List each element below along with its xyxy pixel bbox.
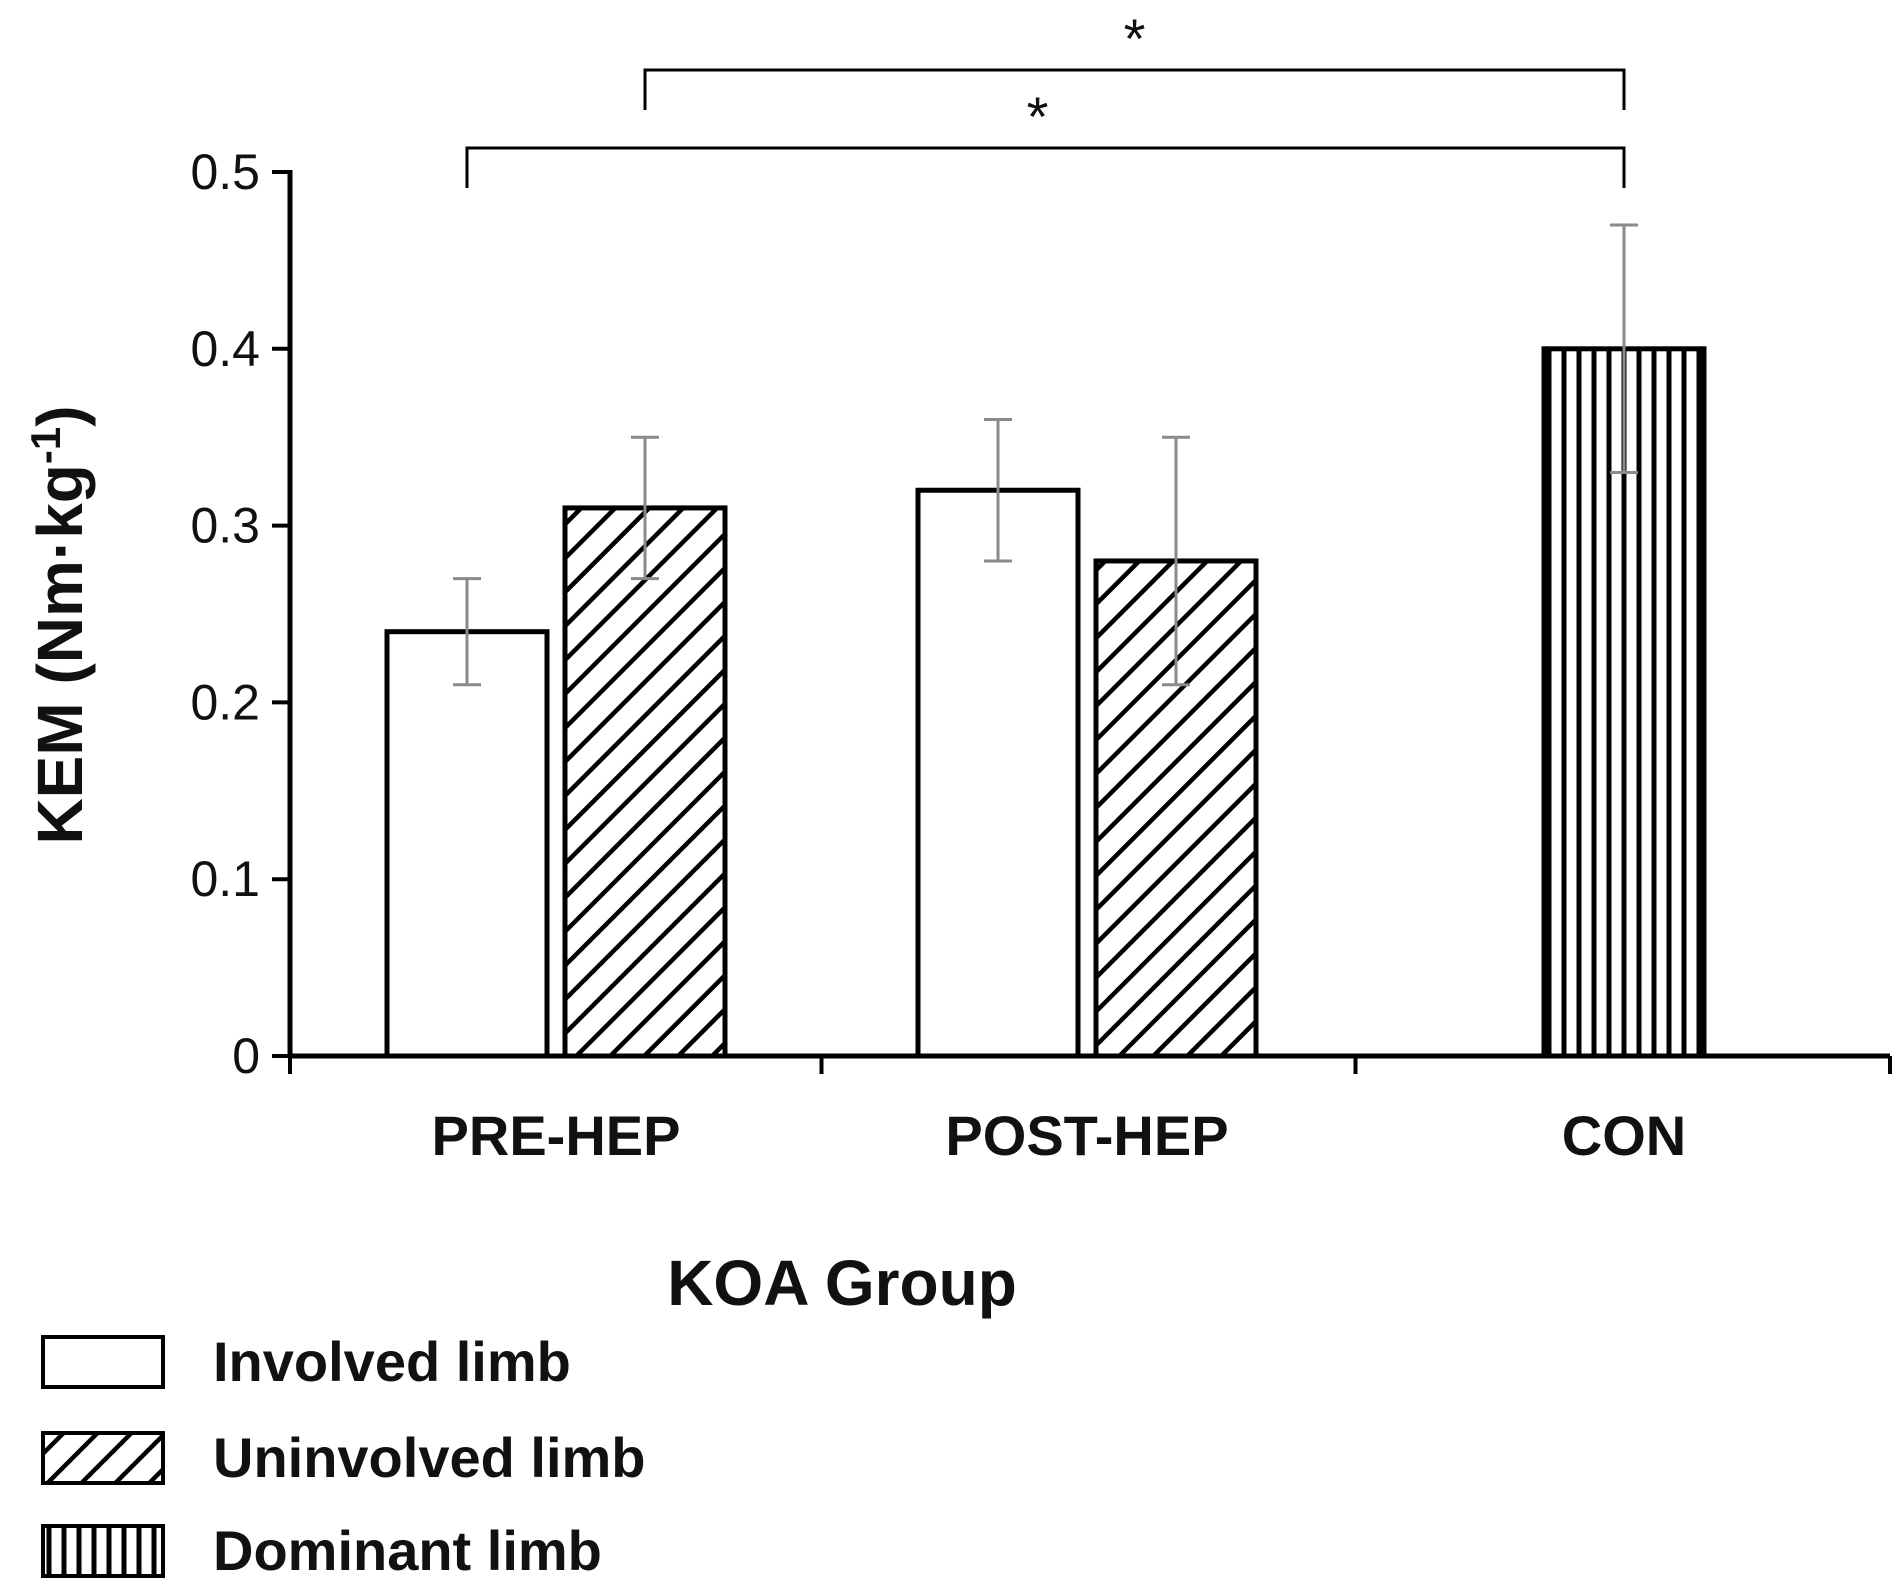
bar-pre-hep-uninvolved-limb: [562, 505, 728, 1059]
error-bar: [453, 577, 481, 687]
legend-item-involved-limb: Involved limb: [41, 1330, 571, 1393]
legend-swatch: [41, 1335, 165, 1389]
x-category-label: CON: [1562, 1104, 1686, 1167]
x-category-label: POST-HEP: [945, 1104, 1228, 1167]
significance-bracket: *: [643, 7, 1626, 110]
legend: Involved limb Uninvolved limb Dominant lim…: [41, 1330, 646, 1582]
significance-star: *: [1027, 85, 1049, 148]
legend-label: Involved limb: [213, 1330, 571, 1393]
y-tick-label: 0.2: [190, 674, 260, 730]
x-category-label: PRE-HEP: [432, 1104, 681, 1167]
y-tick-label: 0.5: [190, 144, 260, 200]
legend-item-dominant-limb: Dominant limb: [41, 1519, 602, 1582]
error-bars: [453, 223, 1638, 687]
x-axis-title: KOA Group: [667, 1247, 1017, 1319]
legend-label: Uninvolved limb: [213, 1426, 646, 1489]
error-bar: [984, 418, 1012, 563]
significance-star: *: [1124, 7, 1146, 70]
bars: [384, 346, 1707, 1059]
y-tick-label: 0.1: [190, 851, 260, 907]
error-bar: [631, 435, 659, 581]
y-axis-title: KEM (Nm·kg-1): [22, 405, 96, 844]
legend-label: Dominant limb: [213, 1519, 602, 1582]
axis-labels: 0 0.1 0.2 0.3 0.4 0.5 PRE-HEP POST-HEP CON: [190, 144, 1686, 1167]
significance-brackets: **: [465, 7, 1626, 188]
bar-pre-hep-involved-limb: [384, 629, 550, 1059]
legend-swatch: [41, 1524, 165, 1578]
y-tick-label: 0.3: [190, 498, 260, 554]
error-bar: [1162, 435, 1190, 687]
y-tick-label: 0: [232, 1028, 260, 1084]
y-tick-label: 0.4: [190, 321, 260, 377]
error-bar: [1610, 223, 1638, 475]
legend-swatch: [41, 1431, 165, 1485]
legend-item-uninvolved-limb: Uninvolved limb: [41, 1426, 646, 1489]
bar-post-hep-involved-limb: [915, 487, 1081, 1059]
significance-bracket: *: [465, 85, 1626, 188]
